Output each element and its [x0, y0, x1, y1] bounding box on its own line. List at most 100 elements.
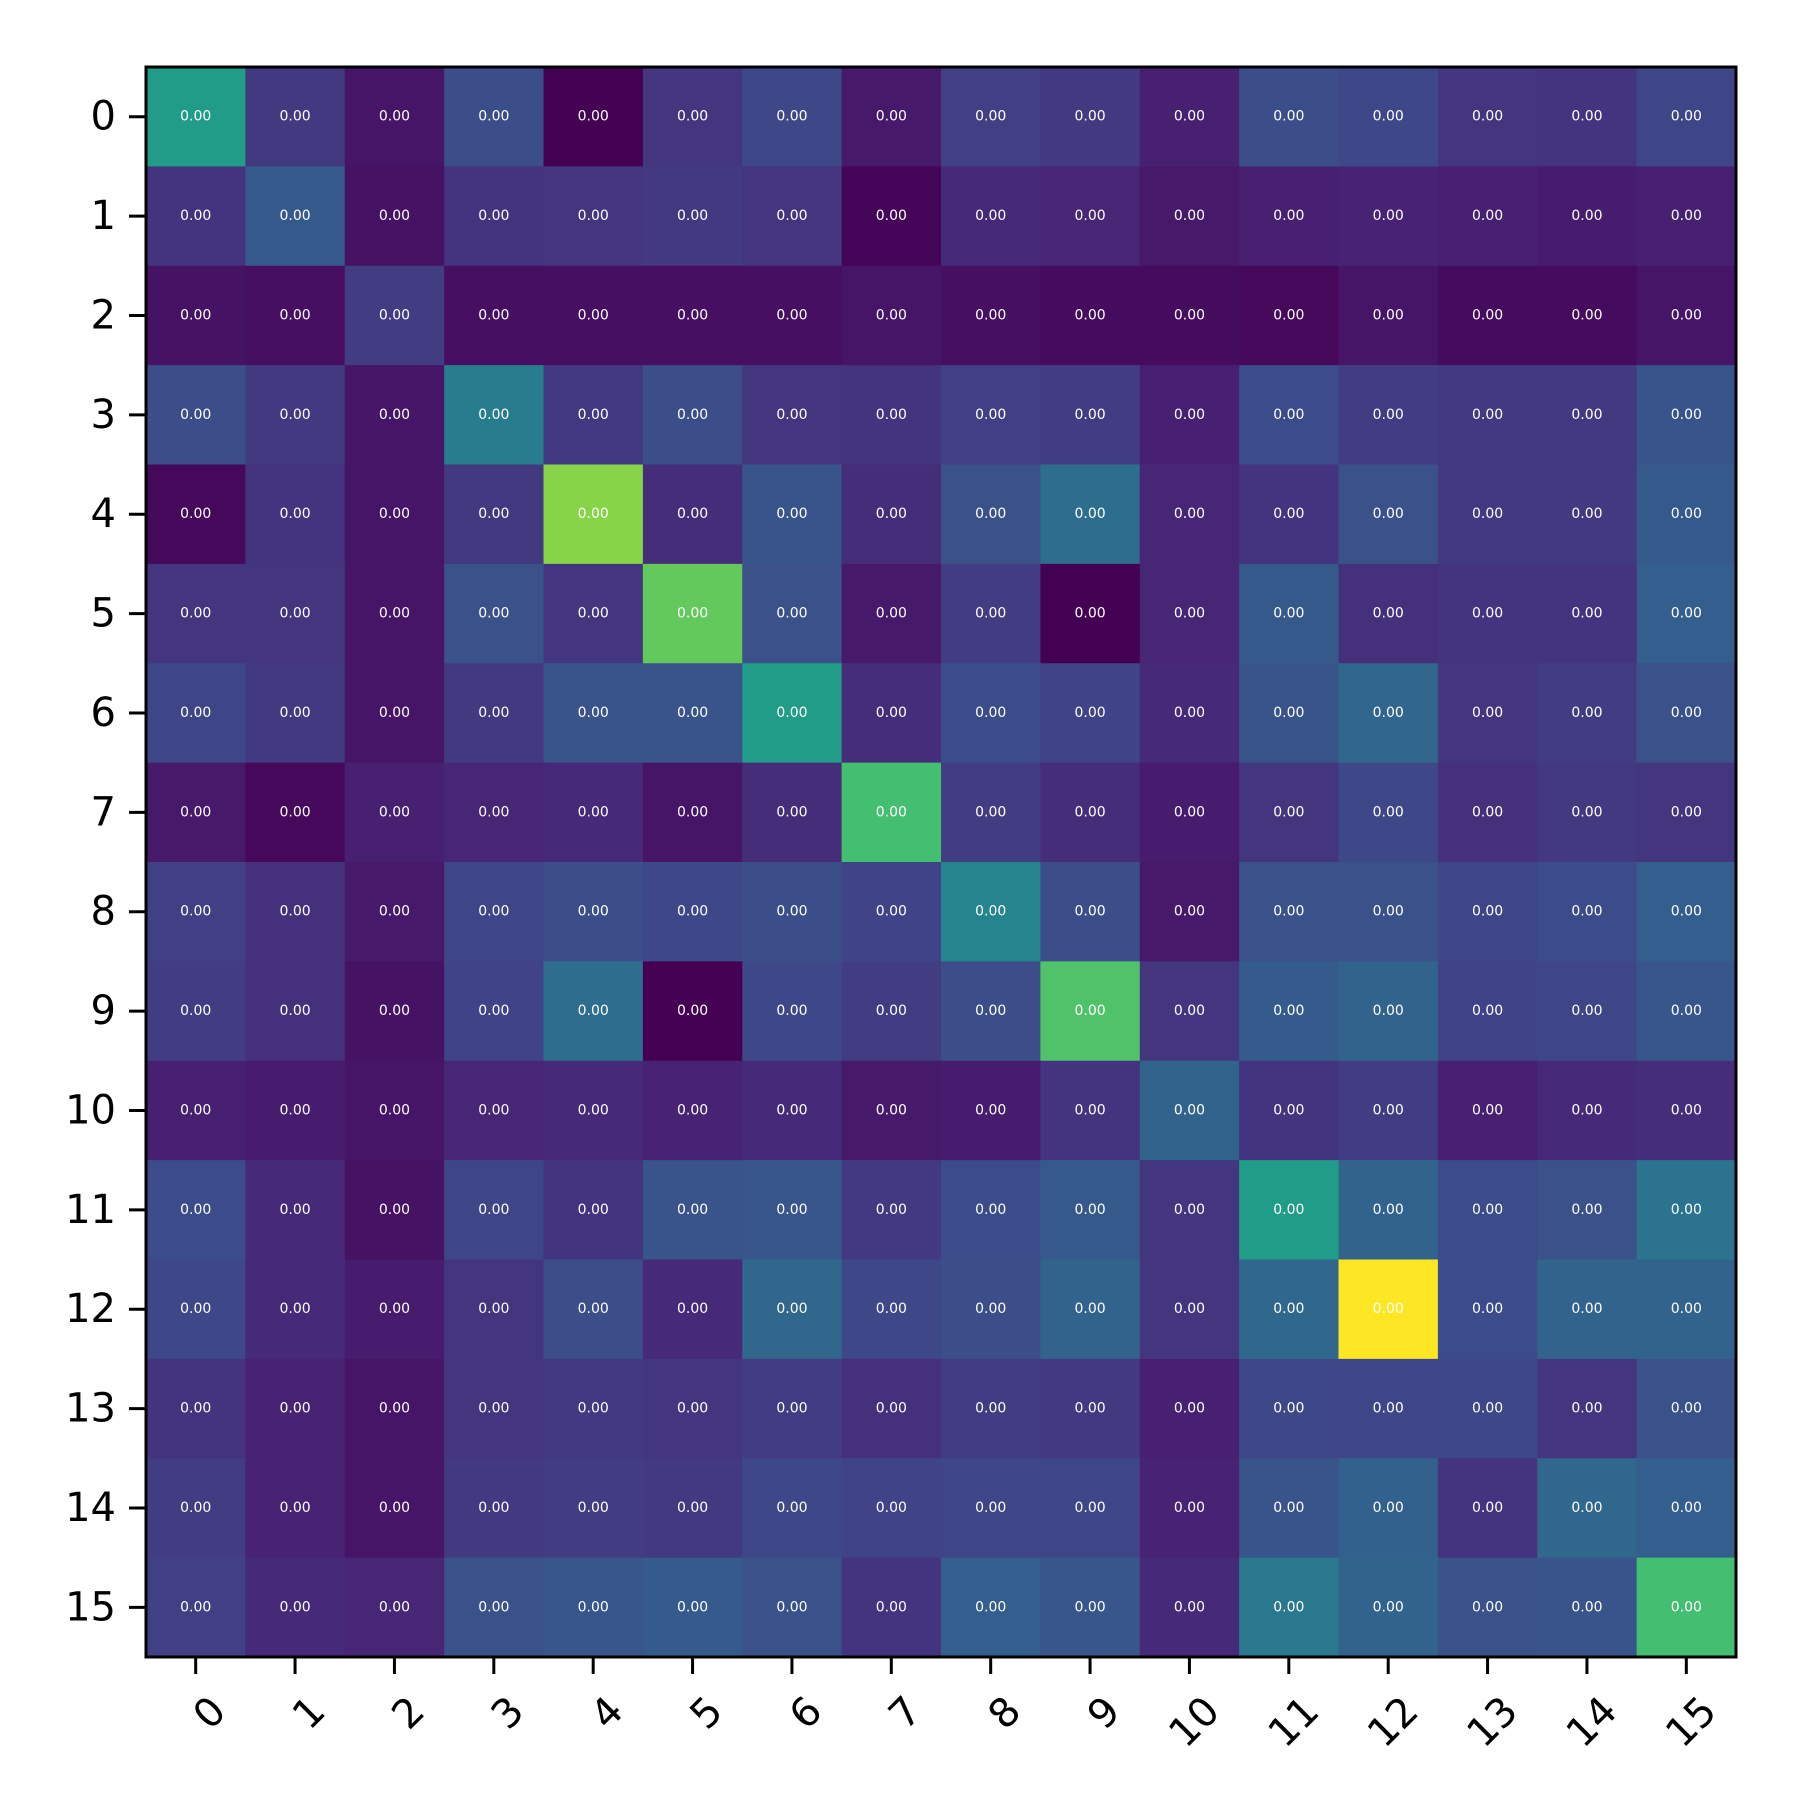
cell-value-label: 0.00: [1273, 904, 1304, 920]
cell-value-label: 0.00: [379, 1401, 410, 1417]
heatmap-cell-2-8: [941, 265, 1041, 366]
cell-value-label: 0.00: [1174, 407, 1205, 423]
cell-value-label: 0.00: [478, 1003, 509, 1019]
heatmap-cell-15-13: [1437, 1557, 1538, 1658]
cell-value-label: 0.00: [1174, 109, 1205, 125]
heatmap-cell-15-4: [543, 1557, 644, 1658]
heatmap-cell-6-6: [742, 663, 843, 764]
y-tick-label: 8: [91, 889, 116, 935]
heatmap-cell-8-10: [1139, 862, 1240, 962]
cell-value-label: 0.00: [279, 1401, 310, 1417]
heatmap-cell-12-9: [1040, 1259, 1141, 1360]
heatmap-cell-9-8: [941, 961, 1041, 1062]
cell-value-label: 0.00: [578, 1599, 609, 1615]
cell-value-label: 0.00: [578, 1500, 609, 1516]
x-axis: 0 1 2 3 4 5 6 7 8 9 10 11 12 13 14 15: [185, 1657, 1726, 1756]
x-tick-label: 6: [781, 1688, 832, 1739]
heatmap-cell-2-12: [1338, 265, 1439, 366]
heatmap-cell-9-0: [146, 961, 246, 1062]
cell-value-label: 0.00: [975, 1003, 1006, 1019]
heatmap-cell-12-6: [742, 1259, 843, 1360]
cell-value-label: 0.00: [876, 904, 907, 920]
x-tick-label: 0: [185, 1688, 236, 1739]
cell-value-label: 0.00: [478, 307, 509, 323]
heatmap-cell-8-4: [543, 862, 644, 962]
cell-value-label: 0.00: [1373, 705, 1404, 721]
cell-value-label: 0.00: [180, 1202, 211, 1218]
cell-value-label: 0.00: [975, 804, 1006, 820]
cell-value-label: 0.00: [1671, 506, 1702, 522]
heatmap-cell-1-3: [444, 166, 545, 267]
cell-value-label: 0.00: [1472, 109, 1503, 125]
heatmap-cell-12-1: [245, 1259, 346, 1360]
heatmap-cell-3-6: [742, 365, 843, 466]
y-tick-label: 15: [65, 1584, 116, 1630]
heatmap-cell-8-0: [146, 862, 246, 962]
heatmap-cell-8-5: [642, 862, 743, 962]
heatmap-cell-11-1: [245, 1160, 346, 1261]
cell-value-label: 0.00: [478, 804, 509, 820]
cell-value-label: 0.00: [776, 804, 807, 820]
heatmap-cell-4-9: [1040, 464, 1141, 565]
cell-value-label: 0.00: [1273, 307, 1304, 323]
cell-value-label: 0.00: [279, 1102, 310, 1118]
cell-value-label: 0.00: [379, 1102, 410, 1118]
heatmap-cell-0-3: [444, 67, 545, 167]
heatmap-cell-11-0: [146, 1160, 246, 1261]
cell-value-label: 0.00: [279, 1599, 310, 1615]
heatmap-cell-5-10: [1139, 563, 1240, 664]
cell-value-label: 0.00: [876, 407, 907, 423]
cell-value-label: 0.00: [1571, 407, 1602, 423]
heatmap-cell-4-11: [1239, 464, 1340, 565]
cell-value-label: 0.00: [876, 109, 907, 125]
heatmap-cell-10-9: [1040, 1060, 1141, 1161]
heatmap-cell-6-11: [1239, 663, 1340, 764]
cell-value-label: 0.00: [379, 407, 410, 423]
heatmap-cell-15-0: [146, 1557, 246, 1658]
cell-value-label: 0.00: [1671, 407, 1702, 423]
heatmap-cell-7-14: [1537, 762, 1638, 863]
cell-value-label: 0.00: [478, 1401, 509, 1417]
heatmap-cell-14-2: [344, 1458, 445, 1559]
cell-value-label: 0.00: [180, 109, 211, 125]
cell-value-label: 0.00: [1373, 904, 1404, 920]
heatmap-cell-14-6: [742, 1458, 843, 1559]
heatmap-cell-10-4: [543, 1060, 644, 1161]
cell-value-label: 0.00: [1671, 1599, 1702, 1615]
cell-value-label: 0.00: [1373, 606, 1404, 622]
cell-value-label: 0.00: [975, 1102, 1006, 1118]
cell-value-label: 0.00: [1472, 1599, 1503, 1615]
cell-value-label: 0.00: [677, 1599, 708, 1615]
heatmap-cell-1-9: [1040, 166, 1141, 267]
cell-value-label: 0.00: [379, 506, 410, 522]
heatmap-cell-4-0: [146, 464, 246, 565]
heatmap-cell-13-6: [742, 1358, 843, 1459]
heatmap-cell-5-15: [1636, 563, 1737, 664]
heatmap-cell-15-11: [1239, 1557, 1340, 1658]
cell-value-label: 0.00: [776, 1500, 807, 1516]
cell-value-label: 0.00: [1671, 705, 1702, 721]
heatmap-cell-6-7: [841, 663, 942, 764]
heatmap-cell-0-5: [642, 67, 743, 167]
cell-value-label: 0.00: [279, 1003, 310, 1019]
cell-value-label: 0.00: [1174, 1102, 1205, 1118]
cell-value-label: 0.00: [1074, 506, 1105, 522]
cell-value-label: 0.00: [1472, 1003, 1503, 1019]
cell-value-label: 0.00: [478, 407, 509, 423]
cell-value-label: 0.00: [478, 1102, 509, 1118]
heatmap-cell-10-8: [941, 1060, 1041, 1161]
heatmap-cell-1-12: [1338, 166, 1439, 267]
x-tick-label: 4: [582, 1688, 633, 1739]
heatmap-cell-13-10: [1139, 1358, 1240, 1459]
cell-value-label: 0.00: [1074, 904, 1105, 920]
heatmap-cell-9-2: [344, 961, 445, 1062]
heatmap-cell-11-6: [742, 1160, 843, 1261]
heatmap-cell-4-14: [1537, 464, 1638, 565]
heatmap-cell-3-13: [1437, 365, 1538, 466]
heatmap-cell-5-8: [941, 563, 1041, 664]
cell-value-label: 0.00: [578, 307, 609, 323]
cell-value-label: 0.00: [379, 804, 410, 820]
cell-value-label: 0.00: [578, 208, 609, 224]
cell-value-label: 0.00: [578, 1003, 609, 1019]
